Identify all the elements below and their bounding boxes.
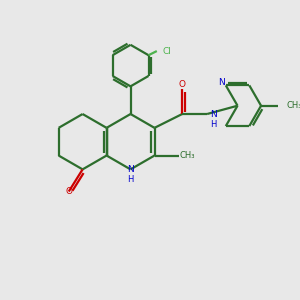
Text: N: N [218, 78, 225, 87]
Text: Cl: Cl [162, 46, 171, 56]
Text: H: H [127, 176, 134, 184]
Text: N: N [127, 165, 134, 174]
Text: O: O [65, 187, 72, 196]
Text: CH₃: CH₃ [286, 101, 300, 110]
Text: N: N [210, 110, 217, 118]
Text: H: H [210, 120, 216, 129]
Text: O: O [179, 80, 186, 89]
Text: CH₃: CH₃ [180, 151, 196, 160]
